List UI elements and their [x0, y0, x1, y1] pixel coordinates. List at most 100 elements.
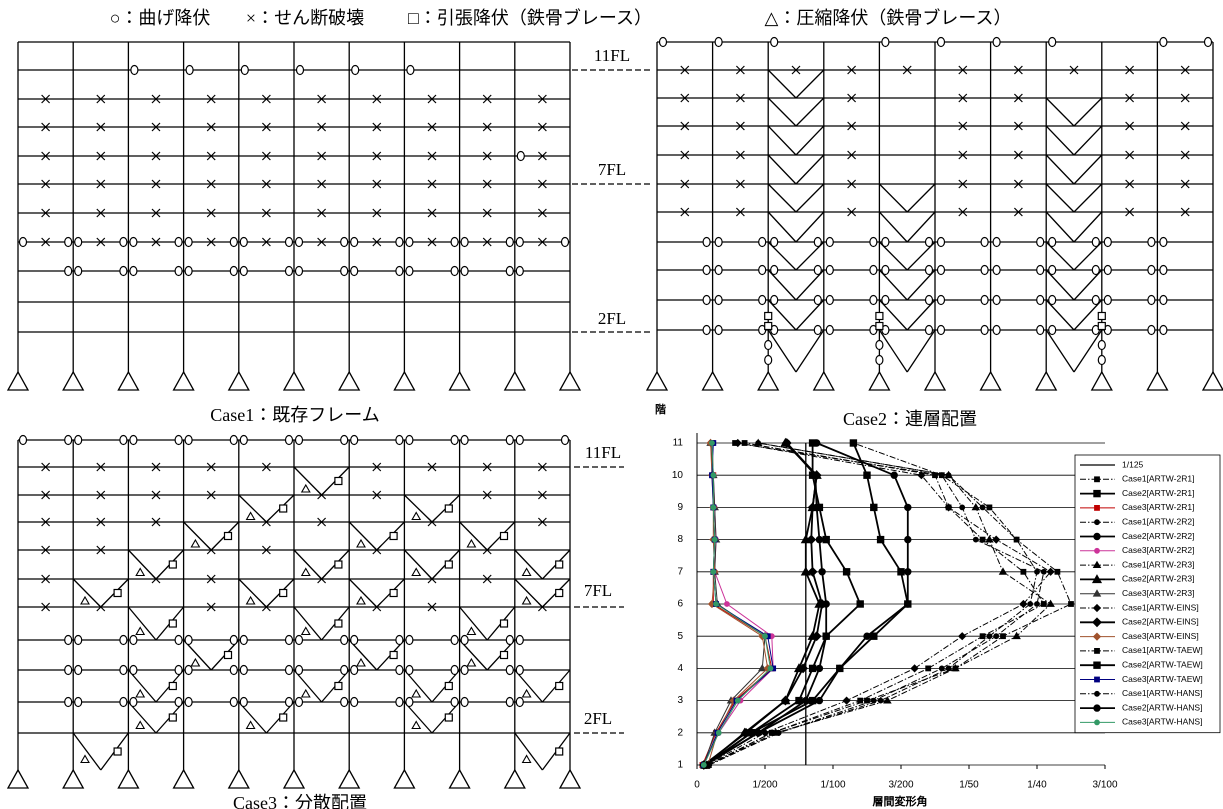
flexural-yield — [351, 436, 358, 445]
floor-label: 11FL — [594, 46, 630, 65]
data-point — [711, 473, 716, 478]
data-point — [1001, 634, 1006, 639]
support — [394, 372, 414, 390]
flexural-yield — [175, 666, 182, 675]
legend-marker — [1094, 662, 1100, 668]
flexural-yield — [185, 238, 192, 247]
legend-label: Case3[ARTW-2R2] — [1122, 545, 1194, 555]
tension-yield — [445, 683, 452, 690]
flexural-yield — [120, 436, 127, 445]
flexural-yield — [562, 436, 569, 445]
compression-yield — [412, 569, 420, 576]
legend-marker — [1094, 705, 1100, 711]
flexural-yield — [926, 266, 933, 275]
legend-marker — [1095, 520, 1100, 525]
legend-marker — [1095, 677, 1100, 682]
flexural-yield — [240, 666, 247, 675]
data-point — [725, 602, 730, 607]
support — [981, 372, 1001, 390]
flexural-yield — [65, 636, 72, 645]
compression-yield — [191, 659, 199, 666]
flexural-yield — [341, 267, 348, 276]
tension-yield — [169, 714, 176, 721]
legend-label: Case2[ARTW-2R1] — [1122, 488, 1194, 498]
data-point — [816, 536, 822, 542]
flexural-yield — [296, 666, 303, 675]
caption: Case1：既存フレーム — [210, 405, 379, 425]
data-point — [716, 730, 721, 735]
flexural-yield — [451, 666, 458, 675]
data-point — [819, 569, 825, 575]
support — [8, 372, 28, 390]
flexural-yield — [230, 636, 237, 645]
flexural-yield — [1160, 38, 1167, 47]
data-point — [1055, 569, 1060, 574]
flexural-yield — [230, 436, 237, 445]
caption: Case2：連層配置 — [843, 409, 977, 429]
flexural-yield — [882, 296, 889, 305]
floor-label: 7FL — [598, 160, 626, 179]
flexural-yield — [186, 66, 193, 75]
y-axis-label: 階 — [655, 402, 666, 416]
flexural-yield — [351, 636, 358, 645]
compression-yield — [302, 628, 310, 635]
flexural-yield — [175, 436, 182, 445]
compression-yield — [523, 690, 531, 697]
data-point — [878, 698, 883, 703]
flexural-yield — [185, 666, 192, 675]
flexural-yield — [1049, 238, 1056, 247]
brace — [1046, 126, 1074, 155]
tension-yield — [335, 620, 342, 627]
brace — [907, 330, 935, 372]
flexural-yield — [406, 436, 413, 445]
support — [118, 372, 138, 390]
tension-yield — [1098, 323, 1105, 330]
flexural-yield — [230, 698, 237, 707]
compression-yield — [467, 628, 475, 635]
flexural-yield — [993, 38, 1000, 47]
data-point — [823, 633, 829, 639]
data-point — [1021, 569, 1026, 574]
tension-yield — [445, 505, 452, 512]
flexural-yield — [1037, 326, 1044, 335]
legend-label: Case2[ARTW-HANS] — [1122, 702, 1202, 712]
tension-yield — [501, 620, 508, 627]
data-point — [1041, 569, 1046, 574]
support — [394, 770, 414, 788]
flexural-yield — [230, 267, 237, 276]
flexural-yield — [130, 267, 137, 276]
compression-yield — [467, 659, 475, 666]
flexural-yield — [1049, 266, 1056, 275]
flexural-yield — [660, 38, 667, 47]
floor-label: 2FL — [584, 709, 612, 728]
data-point — [755, 730, 761, 736]
compression-yield — [247, 513, 255, 520]
x-tick-label: 1/100 — [820, 780, 845, 791]
flexural-yield — [130, 238, 137, 247]
flexural-yield — [926, 296, 933, 305]
data-point — [776, 730, 781, 735]
legend-label: Case3[ARTW-HANS] — [1122, 717, 1202, 727]
flexural-yield — [120, 698, 127, 707]
y-tick-label: 3 — [677, 695, 683, 706]
data-point — [959, 633, 966, 640]
legend-label: Case2[ARTW-TAEW] — [1122, 659, 1203, 669]
compression-yield — [247, 722, 255, 729]
data-point — [763, 634, 768, 639]
data-point — [756, 441, 761, 446]
flexural-yield — [451, 698, 458, 707]
brace — [1074, 155, 1102, 184]
tension-yield — [335, 561, 342, 568]
data-point — [987, 505, 992, 510]
data-point — [1041, 602, 1046, 607]
data-point — [871, 504, 877, 510]
support — [560, 372, 580, 390]
legend-marker — [1095, 649, 1100, 654]
legend-label: 1/125 — [1122, 459, 1144, 469]
y-tick-label: 6 — [677, 599, 683, 610]
flexural-yield — [341, 666, 348, 675]
flexural-yield — [451, 636, 458, 645]
flexural-yield — [938, 38, 945, 47]
flexural-yield — [351, 666, 358, 675]
flexural-yield — [286, 238, 293, 247]
